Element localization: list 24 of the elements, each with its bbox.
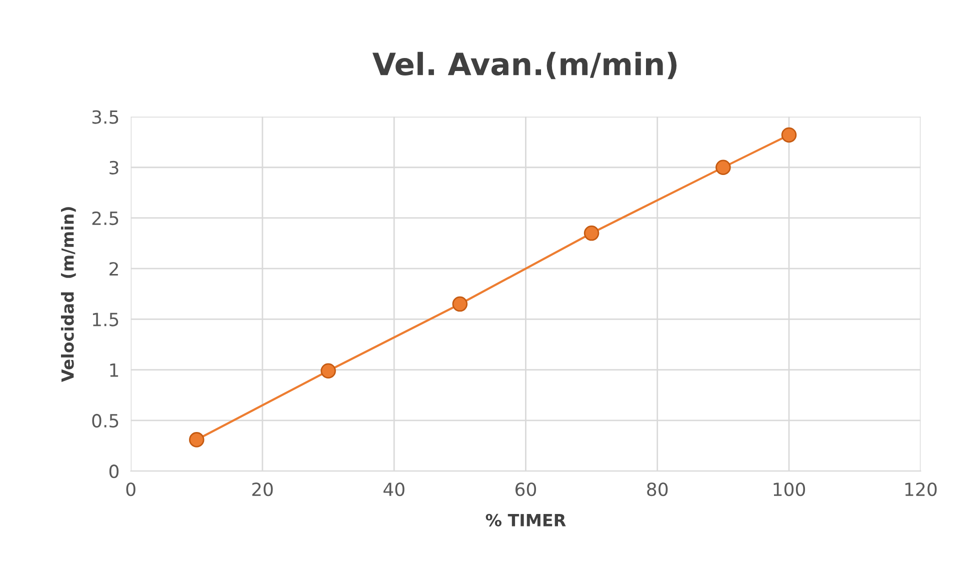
x-tick-label: 20 [252,482,273,496]
chart-title: Vel. Avan.(m/min) [372,52,677,80]
x-tick-label: 40 [383,482,404,496]
x-tick-label: 0 [126,482,136,496]
point [320,363,336,378]
point [452,296,468,312]
y-tick-label: 0.5 [92,414,118,428]
y-tick-label: 2.5 [92,211,118,226]
point [189,432,204,448]
point [716,160,731,176]
y-tick-label: 2 [110,262,118,276]
y-tick-label: 1.5 [92,312,118,326]
y-tick-label: 1 [110,364,118,377]
x-axis-title: % TIMER [486,514,566,526]
point [781,127,797,143]
x-tick-label: 120 [905,482,937,496]
y-tick-label: 3 [110,160,118,174]
x-tick-label: 100 [774,482,806,496]
point [584,226,600,241]
y-axis-title: Velocidad (m/min) [60,207,76,382]
y-tick-label: 3.5 [92,110,118,124]
x-tick-label: 80 [647,482,668,496]
x-tick-label: 60 [516,482,536,496]
y-tick-label: 0 [109,464,119,478]
